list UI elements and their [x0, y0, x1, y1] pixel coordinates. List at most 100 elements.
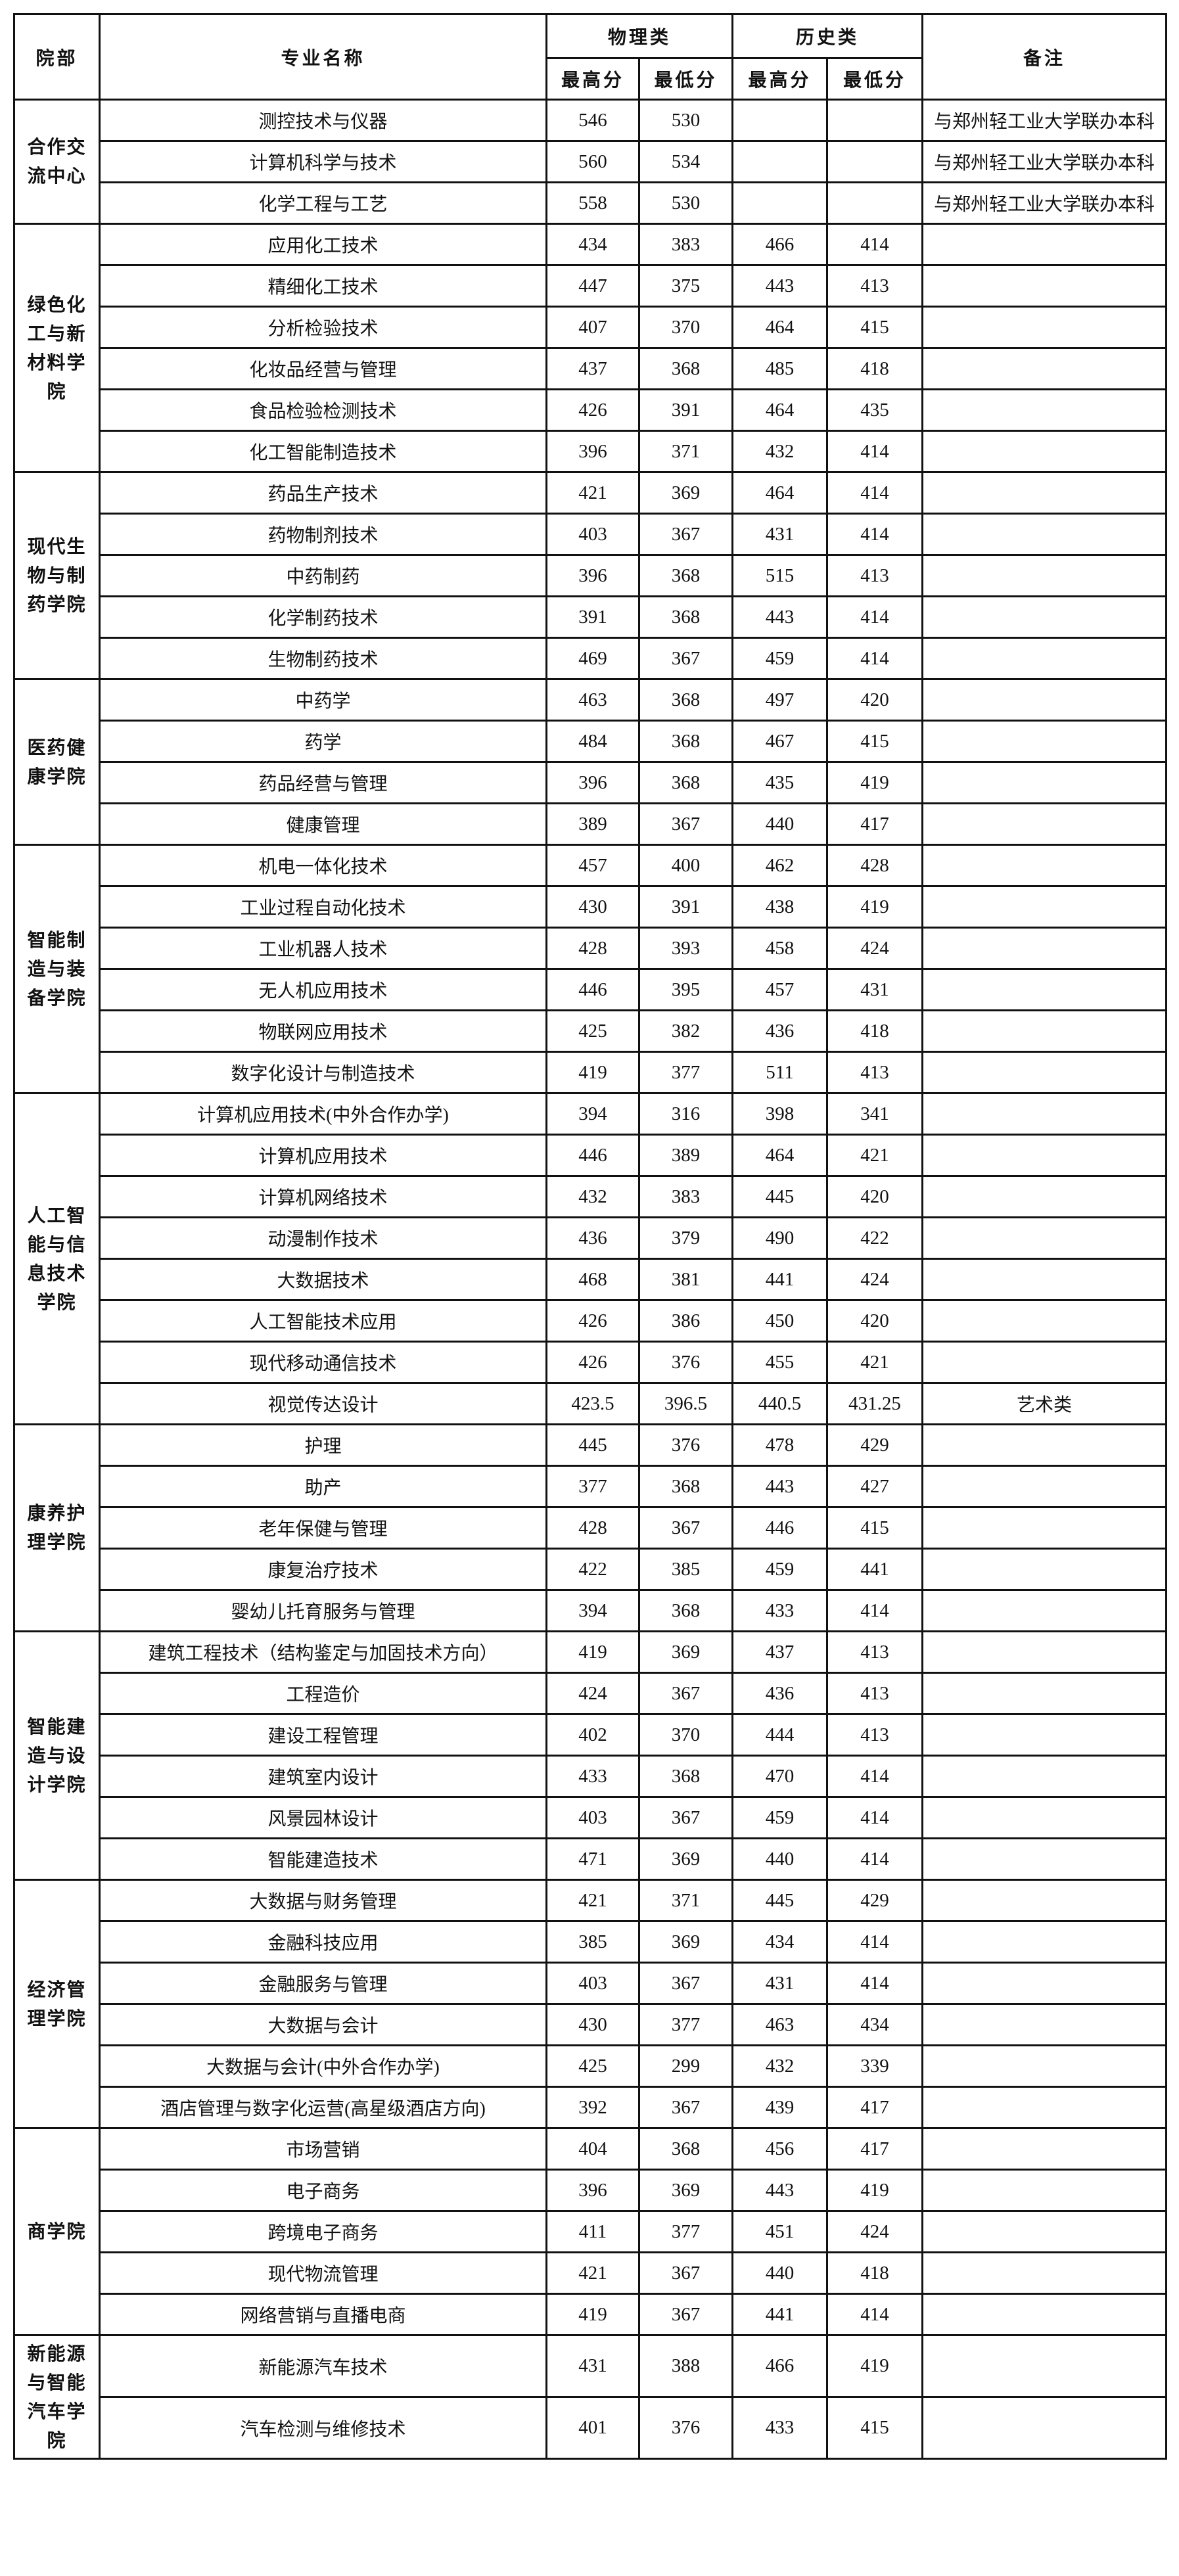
physics-max-score: 560	[545, 140, 640, 183]
history-max-score: 464	[731, 471, 829, 515]
history-min-score: 431.25	[826, 1382, 924, 1425]
table-row: 新能源与智能汽车学院 新能源汽车技术 431 388 466 419	[13, 2334, 1168, 2460]
physics-min-score: 370	[637, 306, 734, 349]
history-min-score: 414	[826, 1755, 924, 1798]
department-name: 合作交流中心	[27, 136, 87, 187]
table-row: 医药健康学院 中药学 463 368 497 420	[13, 678, 1168, 846]
physics-min-score: 369	[637, 2169, 734, 2212]
physics-min-score: 367	[637, 2086, 734, 2129]
major-name: 网络营销与直播电商	[99, 2293, 547, 2336]
note-cell	[921, 2003, 1168, 2046]
table-row: 现代物流管理 421 367 440 418	[14, 2251, 1168, 2295]
table-row: 化学制药技术 391 368 443 414	[14, 595, 1168, 639]
history-max-score	[731, 99, 829, 142]
history-min-score: 418	[826, 347, 924, 390]
table-row: 工业机器人技术 428 393 458 424	[14, 927, 1168, 970]
major-name: 计算机应用技术	[99, 1134, 547, 1177]
history-max-score: 466	[731, 2334, 829, 2398]
note-cell	[921, 430, 1168, 473]
physics-min-score: 395	[637, 968, 734, 1011]
department-cell: 智能建造与设计学院	[13, 1630, 101, 1881]
history-max-score: 490	[731, 1216, 829, 1260]
history-max-score: 441	[731, 1258, 829, 1301]
history-max-score	[731, 181, 829, 225]
history-max-score: 497	[731, 678, 829, 722]
note-cell	[921, 347, 1168, 390]
history-min-score: 417	[826, 802, 924, 846]
physics-min-score: 386	[637, 1299, 734, 1343]
table-row: 绿色化工与新材料学院 应用化工技术 434 383 466 414	[13, 223, 1168, 473]
physics-min-score: 369	[637, 1837, 734, 1881]
history-min-score: 413	[826, 264, 924, 308]
major-name: 化学工程与工艺	[99, 181, 547, 225]
table-row: 酒店管理与数字化运营(高星级酒店方向) 392 367 439 417	[14, 2086, 1168, 2129]
physics-min-score: 383	[637, 1175, 734, 1218]
history-min-score: 418	[826, 2251, 924, 2295]
history-min-score: 414	[826, 1796, 924, 1839]
note-cell	[921, 927, 1168, 970]
note-cell	[921, 1009, 1168, 1053]
department-cell: 新能源与智能汽车学院	[13, 2334, 101, 2460]
major-name: 测控技术与仪器	[99, 99, 547, 142]
table-row: 风景园林设计 403 367 459 414	[14, 1796, 1168, 1839]
physics-min-score: 299	[637, 2044, 734, 2088]
physics-max-score: 426	[545, 1299, 640, 1343]
history-max-score: 462	[731, 844, 829, 887]
major-name: 老年保健与管理	[99, 1506, 547, 1550]
history-min-score: 414	[826, 1589, 924, 1632]
note-cell	[921, 2127, 1168, 2171]
history-max-score: 443	[731, 595, 829, 639]
note-cell	[921, 1796, 1168, 1839]
major-name: 食品检验检测技术	[99, 388, 547, 432]
physics-max-score: 404	[545, 2127, 640, 2171]
table-row: 康复治疗技术 422 385 459 441	[14, 1548, 1168, 1591]
note-cell	[921, 2169, 1168, 2212]
header-physics: 物理类	[545, 13, 734, 59]
history-min-score: 421	[826, 1341, 924, 1384]
table-row: 药学 484 368 467 415	[14, 720, 1168, 763]
physics-min-score: 383	[637, 223, 734, 266]
table-row: 化工智能制造技术 396 371 432 414	[14, 430, 1168, 473]
physics-max-score: 546	[545, 99, 640, 142]
note-cell	[921, 2293, 1168, 2336]
history-min-score: 414	[826, 513, 924, 556]
department-name: 人工智能与信息技术学院	[27, 1204, 87, 1313]
note-cell	[921, 1423, 1168, 1467]
physics-min-score: 368	[637, 595, 734, 639]
major-name: 市场营销	[99, 2127, 547, 2171]
history-max-score: 431	[731, 513, 829, 556]
department-cell: 合作交流中心	[13, 99, 101, 225]
department-name: 现代生物与制药学院	[27, 536, 87, 615]
physics-min-score: 371	[637, 1879, 734, 1922]
physics-min-score: 371	[637, 430, 734, 473]
physics-min-score: 379	[637, 1216, 734, 1260]
major-name: 工程造价	[99, 1672, 547, 1715]
note-cell	[921, 1672, 1168, 1715]
major-name: 电子商务	[99, 2169, 547, 2212]
history-max-score: 436	[731, 1672, 829, 1715]
history-min-score: 414	[826, 2293, 924, 2336]
header-note: 备注	[921, 13, 1168, 101]
physics-max-score: 425	[545, 1009, 640, 1053]
physics-max-score: 394	[545, 1589, 640, 1632]
history-min-score: 422	[826, 1216, 924, 1260]
history-min-score: 413	[826, 1051, 924, 1094]
physics-min-score: 375	[637, 264, 734, 308]
table-row: 生物制药技术 469 367 459 414	[14, 637, 1168, 680]
physics-max-score: 389	[545, 802, 640, 846]
physics-max-score: 396	[545, 554, 640, 597]
physics-min-score: 368	[637, 1755, 734, 1798]
note-cell: 与郑州轻工业大学联办本科	[921, 140, 1168, 183]
history-max-score: 441	[731, 2293, 829, 2336]
admission-scores-table: 院部 专业名称 物理类 历史类 备注 最高分 最低分 最高分 最低分 合作交流中…	[13, 13, 1168, 2460]
note-cell	[921, 2251, 1168, 2295]
major-name: 跨境电子商务	[99, 2210, 547, 2253]
major-name: 工业过程自动化技术	[99, 885, 547, 929]
table-row: 计算机网络技术 432 383 445 420	[14, 1175, 1168, 1218]
major-name: 康复治疗技术	[99, 1548, 547, 1591]
major-name: 无人机应用技术	[99, 968, 547, 1011]
physics-min-score: 382	[637, 1009, 734, 1053]
note-cell	[921, 885, 1168, 929]
physics-min-score: 367	[637, 1672, 734, 1715]
department-cell: 商学院	[13, 2127, 101, 2336]
